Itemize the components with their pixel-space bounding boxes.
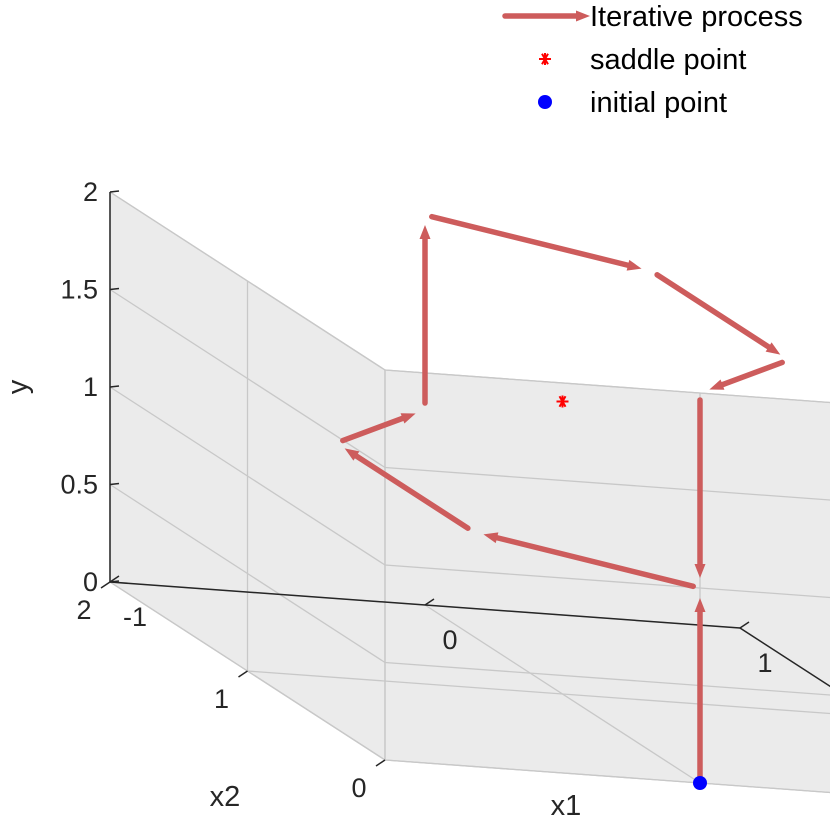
arrow-head bbox=[694, 564, 706, 578]
arrow-head bbox=[344, 448, 360, 461]
x1-tick-mark bbox=[109, 575, 120, 583]
z-tick-label: 0 bbox=[83, 567, 98, 597]
x1-tick-mark bbox=[424, 598, 435, 606]
legend-arrow-icon bbox=[502, 10, 590, 22]
iteration-arrow bbox=[344, 448, 471, 531]
axis-labels: y x1 x2 bbox=[2, 379, 581, 822]
data-series bbox=[340, 213, 785, 790]
x2-tick-label: 2 bbox=[76, 595, 91, 625]
iteration-arrow bbox=[709, 359, 785, 390]
legend-entry-label: Iterative process bbox=[590, 1, 803, 33]
arrow-head bbox=[765, 342, 781, 355]
arrow-head bbox=[694, 598, 706, 612]
arrow-shaft bbox=[353, 453, 471, 531]
iteration-arrow bbox=[654, 272, 781, 355]
x2-axis-label: x2 bbox=[210, 781, 241, 813]
z-tick-mark bbox=[109, 190, 120, 193]
arrow-head bbox=[709, 379, 725, 390]
axis-lines bbox=[100, 190, 830, 767]
initial-point-marker bbox=[693, 776, 707, 790]
z-tick-label: 0.5 bbox=[60, 470, 98, 500]
saddle-point-marker bbox=[556, 395, 569, 408]
pane-edge bbox=[384, 369, 830, 404]
z-axis-label: y bbox=[2, 379, 34, 394]
arrow-head bbox=[483, 532, 499, 544]
z-tick-mark bbox=[109, 482, 120, 486]
arrow-shaft bbox=[654, 272, 772, 350]
iteration-arrow bbox=[419, 225, 431, 406]
x2-tick-label: 0 bbox=[351, 773, 366, 803]
legend-circle-icon bbox=[538, 95, 552, 109]
x2-tick-mark bbox=[238, 670, 248, 678]
legend-asterisk-icon bbox=[539, 53, 551, 65]
iteration-arrow bbox=[429, 213, 642, 271]
grid-line bbox=[247, 670, 830, 715]
pane-edge bbox=[109, 191, 386, 371]
x1-tick-label: 1 bbox=[757, 648, 772, 678]
tick-labels: 0 0.5 1 1.5 2 -1 0 1 0 1 2 bbox=[60, 177, 772, 803]
iteration-arrow bbox=[340, 413, 416, 444]
legend: Iterative process saddle point initial poi… bbox=[502, 1, 803, 119]
z-tick-label: 1.5 bbox=[60, 275, 98, 305]
legend-entry-label: saddle point bbox=[590, 44, 746, 76]
arrow-shaft bbox=[494, 535, 696, 590]
x1-axis-label: x1 bbox=[551, 790, 582, 822]
iteration-arrow bbox=[694, 397, 706, 578]
arrow-head bbox=[419, 225, 431, 239]
x2-tick-mark bbox=[375, 759, 386, 767]
x1-tick-label: 0 bbox=[442, 625, 457, 655]
arrow-head bbox=[400, 413, 416, 424]
arrow-shaft bbox=[719, 359, 785, 388]
x1-tick-mark bbox=[739, 621, 750, 629]
x2-tick-label: 1 bbox=[214, 684, 229, 714]
arrow-shaft bbox=[340, 415, 406, 444]
arrow-head bbox=[576, 10, 590, 22]
z-tick-mark bbox=[109, 385, 120, 388]
iteration-arrow bbox=[694, 598, 706, 779]
iteration-arrow bbox=[483, 532, 696, 590]
x2-tick-mark bbox=[100, 581, 111, 589]
back-wall-pane bbox=[385, 370, 830, 793]
arrow-head bbox=[626, 259, 642, 271]
z-tick-label: 1 bbox=[83, 372, 98, 402]
legend-entry-label: initial point bbox=[590, 87, 727, 119]
x1-tick-label: -1 bbox=[123, 602, 147, 632]
z-tick-mark bbox=[109, 287, 120, 291]
x2-axis-line bbox=[739, 627, 830, 688]
arrow-shaft bbox=[429, 213, 631, 268]
z-tick-label: 2 bbox=[83, 177, 98, 207]
